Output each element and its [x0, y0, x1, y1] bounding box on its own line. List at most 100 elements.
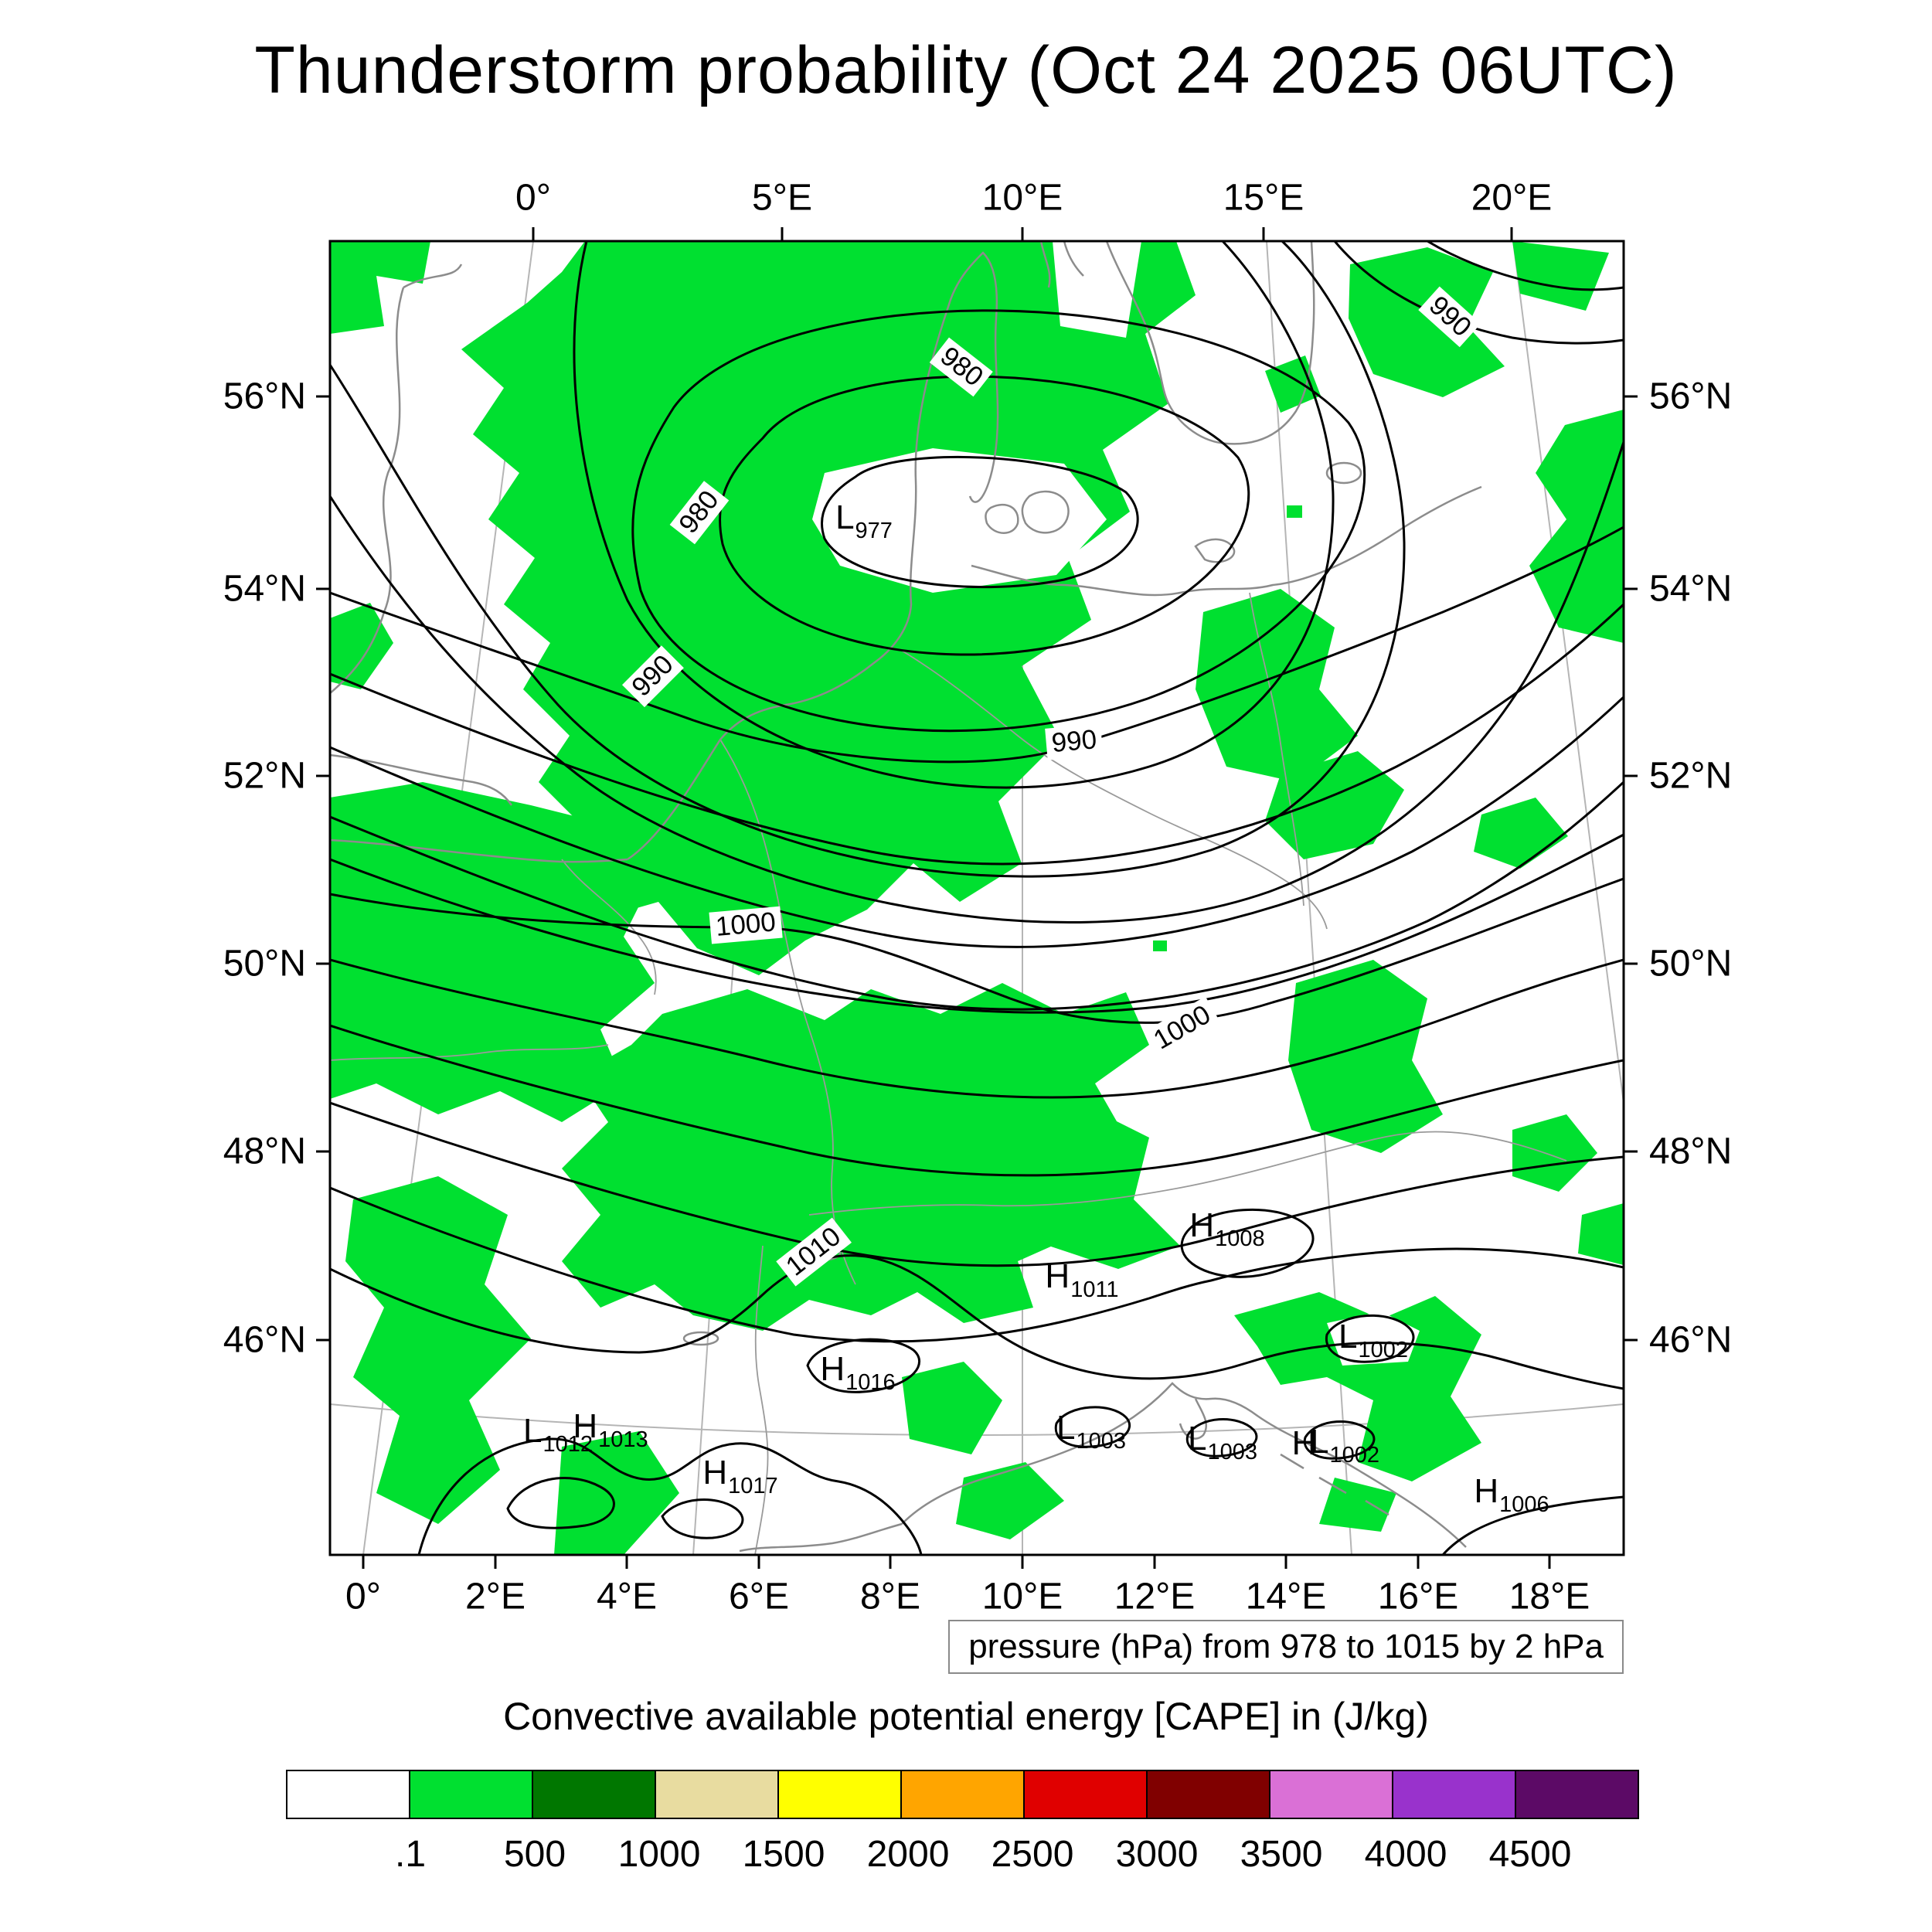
isobar-lines	[330, 241, 1624, 1555]
pressure-value: 1012	[543, 1432, 593, 1457]
pressure-center-high: H1013	[573, 1407, 648, 1452]
pressure-value: 1016	[845, 1370, 896, 1395]
pressure-letter: H	[820, 1350, 845, 1388]
axis-label-right: 46°N	[1649, 1319, 1733, 1361]
pressure-letter: H	[573, 1407, 598, 1445]
pressure-value: 1006	[1499, 1492, 1549, 1517]
cape-region	[562, 983, 1149, 1331]
axis-label-left: 46°N	[223, 1319, 306, 1361]
pressure-value: 1003	[1207, 1440, 1257, 1464]
chart-title: Thunderstorm probability (Oct 24 2025 06…	[254, 33, 1678, 107]
pressure-value: 1013	[598, 1427, 648, 1452]
axis-label-left: 50°N	[223, 943, 306, 985]
colorbar-cell	[1392, 1770, 1516, 1819]
pressure-letter: L	[1056, 1409, 1076, 1447]
cape-region	[1512, 241, 1609, 311]
cape-colorbar	[286, 1770, 1639, 1819]
colorbar-tick-label: 3500	[1240, 1834, 1323, 1875]
pressure-value: 1017	[728, 1474, 778, 1498]
axis-label-bottom: 14°E	[1245, 1576, 1327, 1617]
isobar-label: 990	[1045, 723, 1104, 760]
cape-region	[330, 241, 430, 334]
axis-label-right: 48°N	[1649, 1131, 1733, 1172]
colorbar-cell	[286, 1770, 410, 1819]
pressure-value: 1008	[1215, 1226, 1265, 1251]
colorbar-tick-label: 4500	[1488, 1834, 1572, 1875]
cape-region	[812, 448, 1107, 593]
cape-region	[1153, 940, 1167, 951]
axis-label-bottom: 6°E	[729, 1576, 789, 1617]
axis-label-bottom: 18°E	[1509, 1576, 1590, 1617]
pressure-caption: pressure (hPa) from 978 to 1015 by 2 hPa	[948, 1620, 1624, 1674]
axis-ticks	[316, 227, 1638, 1569]
cape-region	[1529, 410, 1624, 643]
pressure-letter: L	[1188, 1420, 1207, 1458]
cape-region	[330, 782, 655, 1122]
pressure-value: 977	[855, 519, 893, 543]
colorbar-cell	[1146, 1770, 1270, 1819]
axis-label-top: 5°E	[752, 177, 812, 219]
cape-region	[1287, 505, 1302, 518]
cape-region	[1234, 1292, 1481, 1481]
axis-label-bottom: 0°	[345, 1576, 381, 1617]
pressure-center-low: L1002	[1338, 1318, 1408, 1362]
pressure-value: 1003	[1076, 1429, 1126, 1454]
pressure-letter: H	[702, 1454, 728, 1492]
colorbar-cell	[655, 1770, 779, 1819]
colorbar-tick-label: 1500	[742, 1834, 825, 1875]
axis-label-top: 20°E	[1471, 177, 1553, 219]
cape-region	[1002, 1107, 1180, 1269]
colorbar-tick-label: 1000	[617, 1834, 701, 1875]
pressure-value: 1011	[1070, 1277, 1119, 1302]
pressure-letter: L	[523, 1412, 543, 1450]
cape-region	[956, 1462, 1064, 1539]
axis-label-left: 56°N	[223, 376, 306, 417]
cape-region	[1578, 1203, 1624, 1265]
cape-region	[554, 1431, 679, 1555]
pressure-center-low: L1003	[1056, 1409, 1126, 1454]
colorbar-tick-label: 500	[503, 1834, 566, 1875]
pressure-center-high: H1008	[1189, 1206, 1264, 1251]
colorbar-tick-label: .1	[394, 1834, 427, 1875]
axis-label-left: 48°N	[223, 1131, 306, 1172]
cape-region	[1349, 247, 1505, 397]
pressure-letter: H	[1291, 1424, 1317, 1462]
pressure-letter: H	[1474, 1472, 1499, 1510]
colorbar-tick-label: 3000	[1115, 1834, 1199, 1875]
axis-label-top: 15°E	[1223, 177, 1304, 219]
pressure-letter: H	[1045, 1257, 1070, 1295]
cape-region	[1196, 589, 1358, 782]
cape-region	[1319, 1478, 1396, 1532]
cape-region	[330, 603, 393, 689]
pressure-center-low: L977	[835, 498, 893, 543]
colorbar-tick-label: 2500	[991, 1834, 1074, 1875]
pressure-value: 1002	[1329, 1443, 1379, 1468]
axis-label-bottom: 2°E	[465, 1576, 526, 1617]
axis-label-left: 54°N	[223, 568, 306, 610]
colorbar-cell	[1269, 1770, 1393, 1819]
colorbar-title: Convective available potential energy [C…	[503, 1695, 1429, 1738]
axis-label-top: 0°	[515, 177, 551, 219]
cape-region	[1288, 960, 1443, 1153]
pressure-value: 1002	[1358, 1338, 1408, 1362]
pressure-center-high: H	[1292, 1424, 1318, 1463]
pressure-center-high: H1006	[1474, 1472, 1549, 1517]
colorbar-tick-label: 2000	[866, 1834, 950, 1875]
pressure-center-high: H1011	[1045, 1257, 1118, 1302]
axis-label-right: 54°N	[1649, 568, 1733, 610]
cape-region	[1474, 798, 1568, 869]
axis-label-right: 56°N	[1649, 376, 1733, 417]
cape-region	[1265, 751, 1404, 859]
pressure-center-low: L1002	[1310, 1423, 1379, 1468]
axis-label-bottom: 8°E	[860, 1576, 920, 1617]
axis-label-right: 52°N	[1649, 755, 1733, 797]
cape-region	[836, 859, 849, 870]
colorbar-cell	[777, 1770, 902, 1819]
colorbar-cell	[900, 1770, 1025, 1819]
axis-label-right: 50°N	[1649, 943, 1733, 985]
pressure-center-low: L1012	[523, 1412, 593, 1457]
cape-region	[1327, 1311, 1420, 1366]
colorbar-cell	[1515, 1770, 1639, 1819]
